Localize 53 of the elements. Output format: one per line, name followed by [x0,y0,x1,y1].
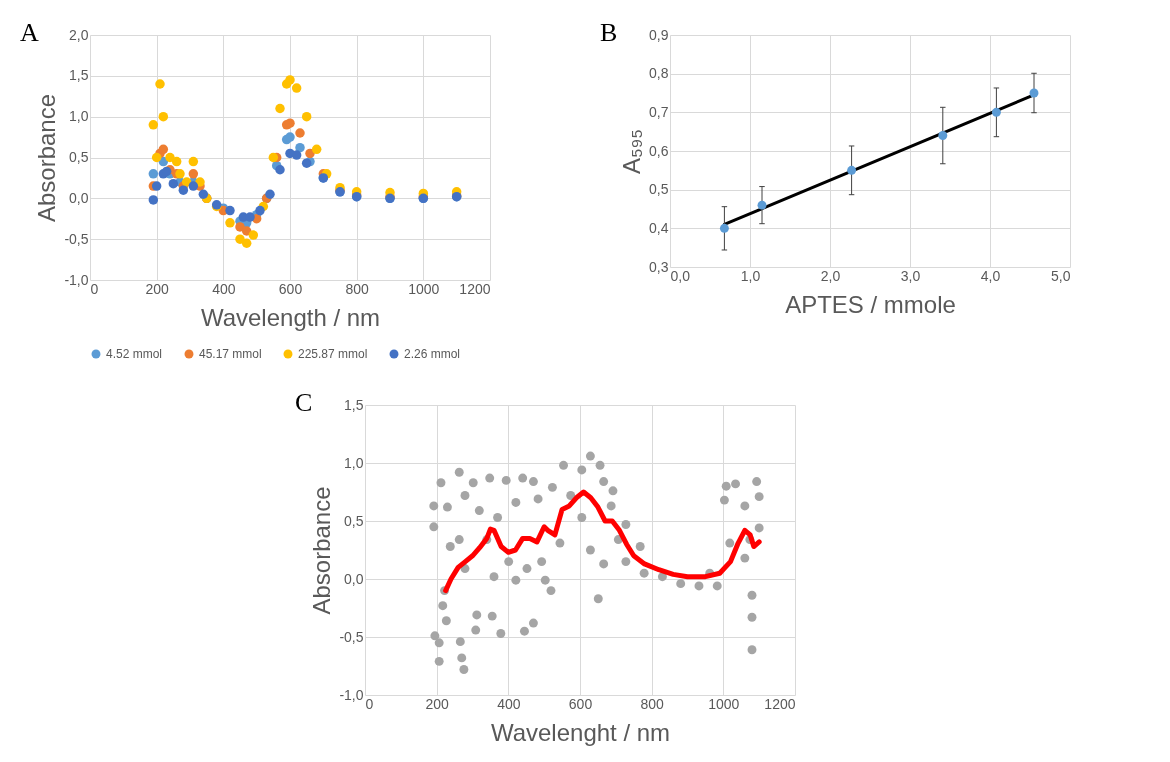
x-tick-label: 1200 [459,280,491,297]
x-tick-label: 800 [345,280,370,297]
x-axis-title: Wavelenght / nm [490,718,671,746]
y-tick-label: 1,5 [344,396,364,413]
x-tick-label: 600 [278,280,303,297]
y-tick-label: 0,5 [69,149,89,165]
y-tick-label: 0,3 [649,258,669,275]
legend-label: 2.26 mmol [404,347,461,361]
x-tick-label: 400 [497,695,521,712]
x-tick-label: 1000 [408,280,440,297]
y-tick-label: -0,5 [339,628,364,645]
y-tick-label: 0,5 [649,181,669,198]
y-tick-label: -1,0 [339,686,364,703]
x-axis-title: APTES / mmole [785,290,956,318]
x-tick-label: 2,0 [820,267,841,284]
x-tick-label: 3,0 [900,267,921,284]
x-tick-label: 200 [425,695,450,712]
x-tick-label: 200 [145,280,170,297]
x-axis-title: Wavelength / nm [200,303,381,331]
x-tick-label: 0 [365,695,374,712]
x-tick-label: 800 [640,695,665,712]
x-tick-label: 600 [568,695,593,712]
y-tick-label: 0,0 [69,189,89,206]
y-tick-label: 0,4 [649,219,669,236]
chart-title: B [600,18,618,47]
legend-label: 45.17 mmol [199,347,262,361]
y-tick-label: 1,5 [69,67,89,84]
x-tick-label: 0,0 [670,267,691,284]
y-axis-title: Absorbance [33,93,61,223]
x-tick-label: 1200 [764,695,796,712]
x-tick-label: 5,0 [1051,267,1071,284]
x-tick-label: 400 [212,280,236,297]
x-tick-label: 0 [90,280,99,297]
y-tick-label: 0,6 [649,142,669,159]
y-tick-label: 0,8 [649,65,669,82]
chart-title: A [20,18,39,47]
legend-label: 4.52 mmol [106,347,163,361]
y-axis-title: A₅₉₅ [618,129,646,174]
y-tick-label: -0,5 [64,230,89,247]
y-tick-label: -1,0 [64,271,89,288]
x-tick-label: 1,0 [740,267,761,284]
y-tick-label: 0,9 [649,26,669,43]
y-tick-label: 0,0 [344,570,364,587]
y-axis-title: Absorbance [308,486,336,615]
y-tick-label: 1,0 [344,454,364,471]
x-tick-label: 1000 [708,695,740,712]
y-tick-label: 1,0 [69,108,89,125]
y-tick-label: 2,0 [69,26,89,43]
y-tick-label: 0,5 [344,512,364,529]
x-tick-label: 4,0 [980,267,1001,284]
chart-title: C [295,388,313,417]
legend-label: 225.87 mmol [298,347,368,361]
y-tick-label: 0,7 [649,103,669,120]
